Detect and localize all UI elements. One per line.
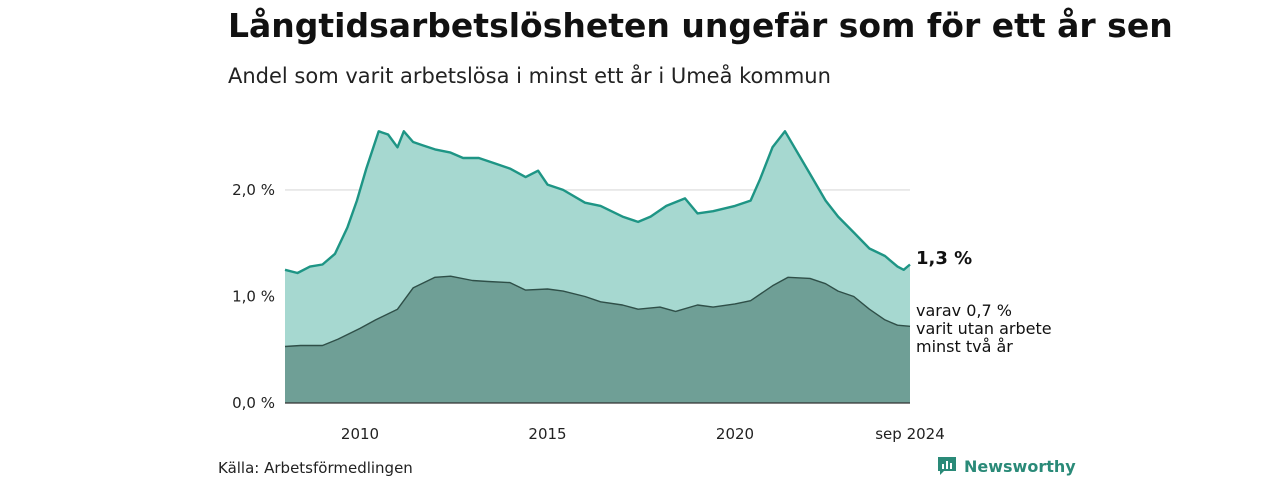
y-axis-ticks: 0,0 % 1,0 % 2,0 % [232,181,275,412]
chart-title: Långtidsarbetslösheten ungefär som för e… [228,6,1173,45]
y-tick-label: 0,0 % [232,394,275,412]
y-tick-label: 1,0 % [232,287,275,305]
brand-logo: Newsworthy [936,455,1076,477]
y-tick-label: 2,0 % [232,181,275,199]
x-tick-label: 2020 [716,425,754,443]
series-line-two-years [284,275,911,348]
source-note: Källa: Arbetsförmedlingen [218,459,413,477]
chart-subtitle: Andel som varit arbetslösa i minst ett å… [228,64,831,88]
x-tick-label: 2015 [528,425,566,443]
end-label-sub-line3: minst två år [916,337,1013,356]
x-axis-ticks: 2010 2015 2020 sep 2024 [341,425,945,443]
end-label-sub-line2: varit utan arbete [916,319,1052,338]
end-label-sub-line1: varav 0,7 % [916,301,1012,320]
x-tick-label: sep 2024 [875,425,945,443]
brand-name: Newsworthy [964,456,1076,476]
series-line-total [284,130,911,275]
end-label-total: 1,3 % [916,248,972,269]
series-area-two-years [285,276,910,403]
newsworthy-logo-icon [938,457,956,475]
x-tick-label: 2010 [341,425,379,443]
